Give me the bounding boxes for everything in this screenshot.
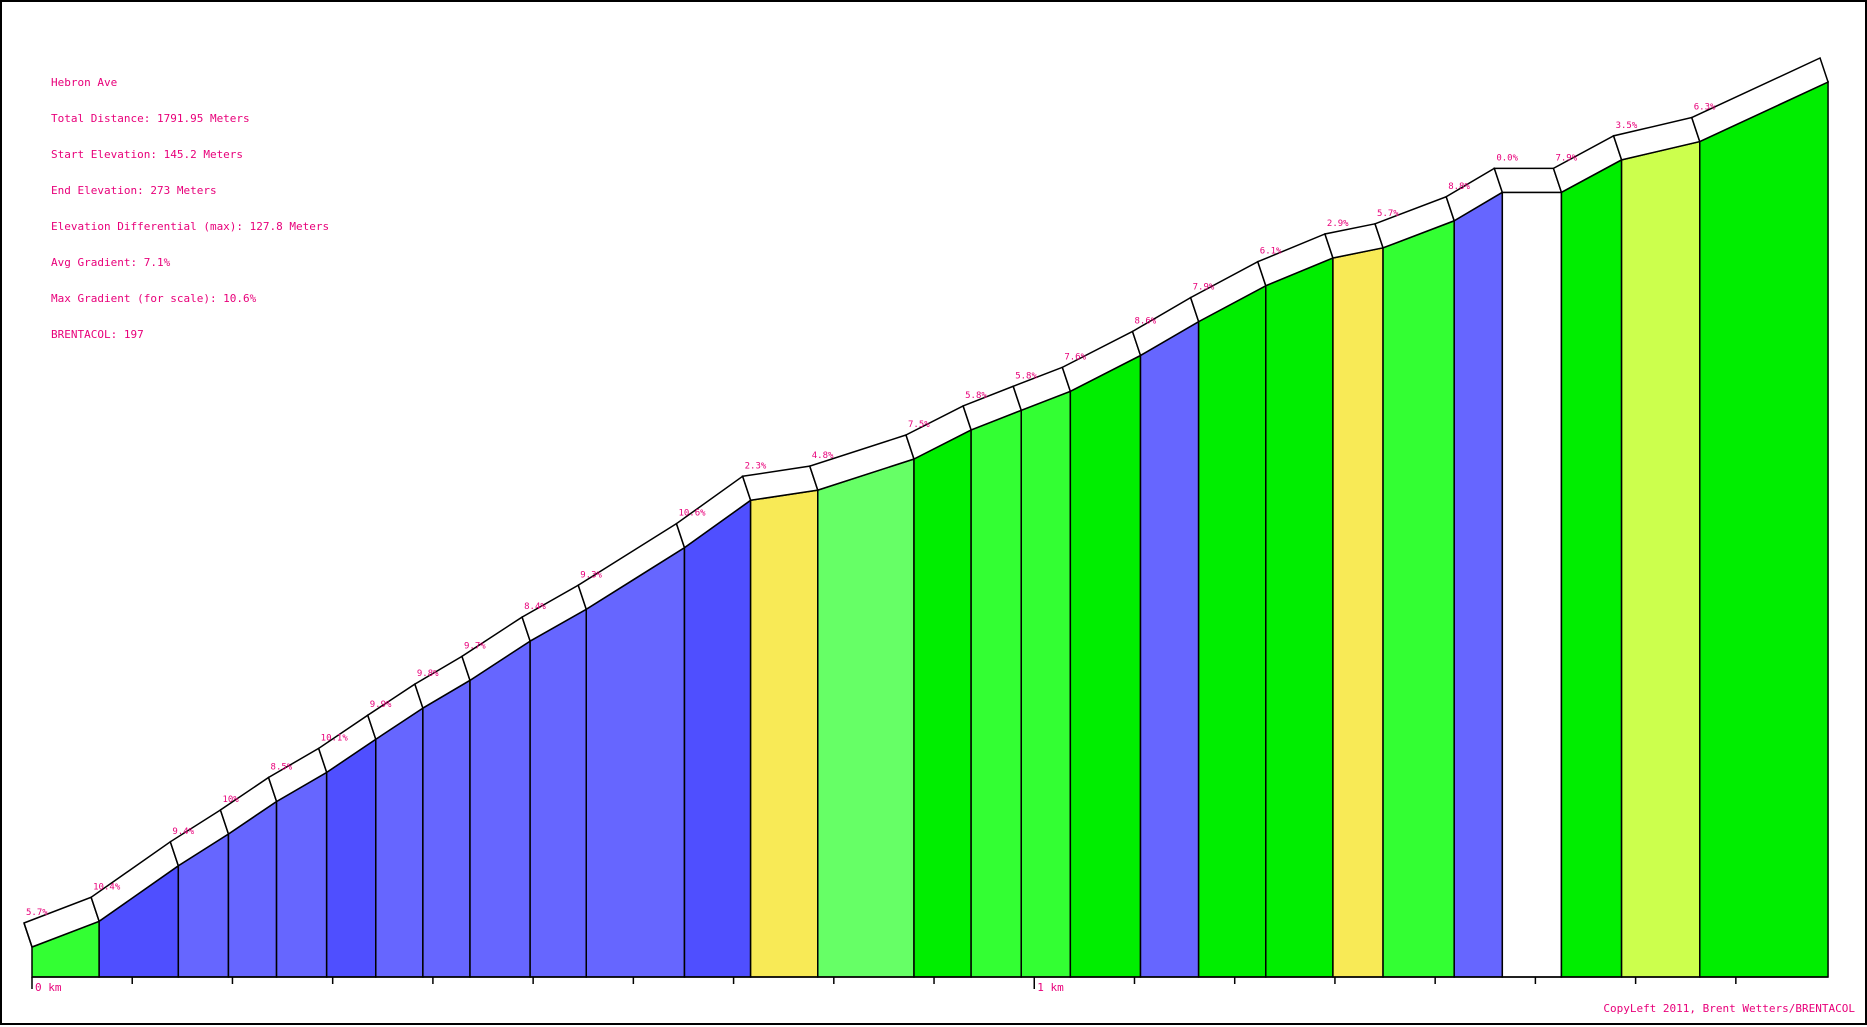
segment-fill — [1265, 256, 1334, 978]
segment-gradient-label: 5.8% — [965, 391, 987, 401]
segment-fill — [913, 428, 972, 978]
segment-fill — [817, 457, 915, 978]
segment-gradient-label: 9.3% — [580, 570, 602, 580]
segment-band — [1493, 167, 1563, 194]
segment-gradient-label: 8.8% — [1448, 182, 1470, 192]
brentacol-score: BRENTACOL: 197 — [51, 328, 144, 341]
segment-gradient-label: 8.6% — [1134, 316, 1156, 326]
segment-band — [1690, 56, 1829, 143]
segment-gradient-label: 10.1% — [321, 733, 349, 743]
start-elevation: Start Elevation: 145.2 Meters — [51, 148, 244, 161]
segment-gradient-label: 9.9% — [370, 700, 392, 710]
segment-gradient-label: 5.8% — [1015, 371, 1037, 381]
segment-fill — [585, 546, 686, 978]
segment-fill — [1620, 140, 1701, 978]
segment-gradient-label: 5.7% — [26, 908, 48, 918]
segment-gradient-label: 5.7% — [1377, 209, 1399, 219]
max-gradient: Max Gradient (for scale): 10.6% — [51, 292, 257, 305]
copyleft-footer: CopyLeft 2011, Brent Wetters/BRENTACOL — [1603, 1002, 1855, 1015]
segment-gradient-label: 2.3% — [745, 461, 767, 471]
segment-fill — [1139, 320, 1200, 978]
segment-fill — [1069, 354, 1142, 978]
route-name: Hebron Ave — [51, 76, 118, 89]
segment-fill — [325, 737, 377, 978]
segment-fill — [1020, 390, 1072, 978]
segment-gradient-label: 9.4% — [172, 827, 194, 837]
segment-gradient-label: 7.5% — [908, 420, 930, 430]
segment-gradient-label: 4.8% — [812, 451, 834, 461]
segment-fill — [529, 607, 587, 978]
segment-gradient-label: 6.1% — [1260, 247, 1282, 257]
segment-gradient-label: 2.9% — [1327, 219, 1349, 229]
x-axis-tick-label: 1 km — [1037, 981, 1064, 994]
segment-gradient-label: 10.4% — [93, 882, 121, 892]
segment-gradient-label: 3.5% — [1616, 121, 1638, 131]
segment-fill — [683, 498, 752, 978]
route-info: Hebron Ave Total Distance: 1791.95 Meter… — [51, 53, 329, 365]
segment-fill — [1382, 219, 1455, 978]
segment-fill — [1453, 191, 1504, 978]
segment-gradient-label: 7.9% — [1193, 283, 1215, 293]
segment-fill — [422, 679, 471, 978]
segment-fill — [970, 409, 1022, 978]
segment-fill — [1560, 158, 1623, 978]
x-axis-tick-label: 0 km — [35, 981, 62, 994]
elevation-differential: Elevation Differential (max): 127.8 Mete… — [51, 220, 330, 233]
segment-gradient-label: 10% — [222, 795, 239, 805]
segment-fill — [749, 489, 819, 978]
segment-gradient-label: 6.3% — [1694, 103, 1716, 113]
segment-fill — [1699, 80, 1829, 978]
segment-fill — [1332, 246, 1384, 978]
segment-gradient-label: 9.7% — [464, 641, 486, 651]
avg-gradient: Avg Gradient: 7.1% — [51, 256, 171, 269]
segment-fill — [275, 771, 328, 978]
segment-gradient-label: 7.9% — [1555, 153, 1577, 163]
segment-fill — [469, 639, 531, 978]
end-elevation: End Elevation: 273 Meters — [51, 184, 217, 197]
segment-fill — [1197, 284, 1267, 978]
segment-gradient-label: 9.8% — [417, 669, 439, 679]
segment-gradient-label: 8.4% — [524, 602, 546, 612]
segment-gradient-label: 8.5% — [271, 762, 293, 772]
segment-fill — [1501, 191, 1563, 978]
band-start-edge — [23, 922, 33, 948]
segment-fill — [375, 706, 424, 978]
segment-gradient-label: 7.6% — [1064, 352, 1086, 362]
segment-gradient-label: 0.0% — [1496, 153, 1518, 163]
segment-gradient-label: 10.6% — [678, 509, 706, 519]
total-distance: Total Distance: 1791.95 Meters — [51, 112, 250, 125]
